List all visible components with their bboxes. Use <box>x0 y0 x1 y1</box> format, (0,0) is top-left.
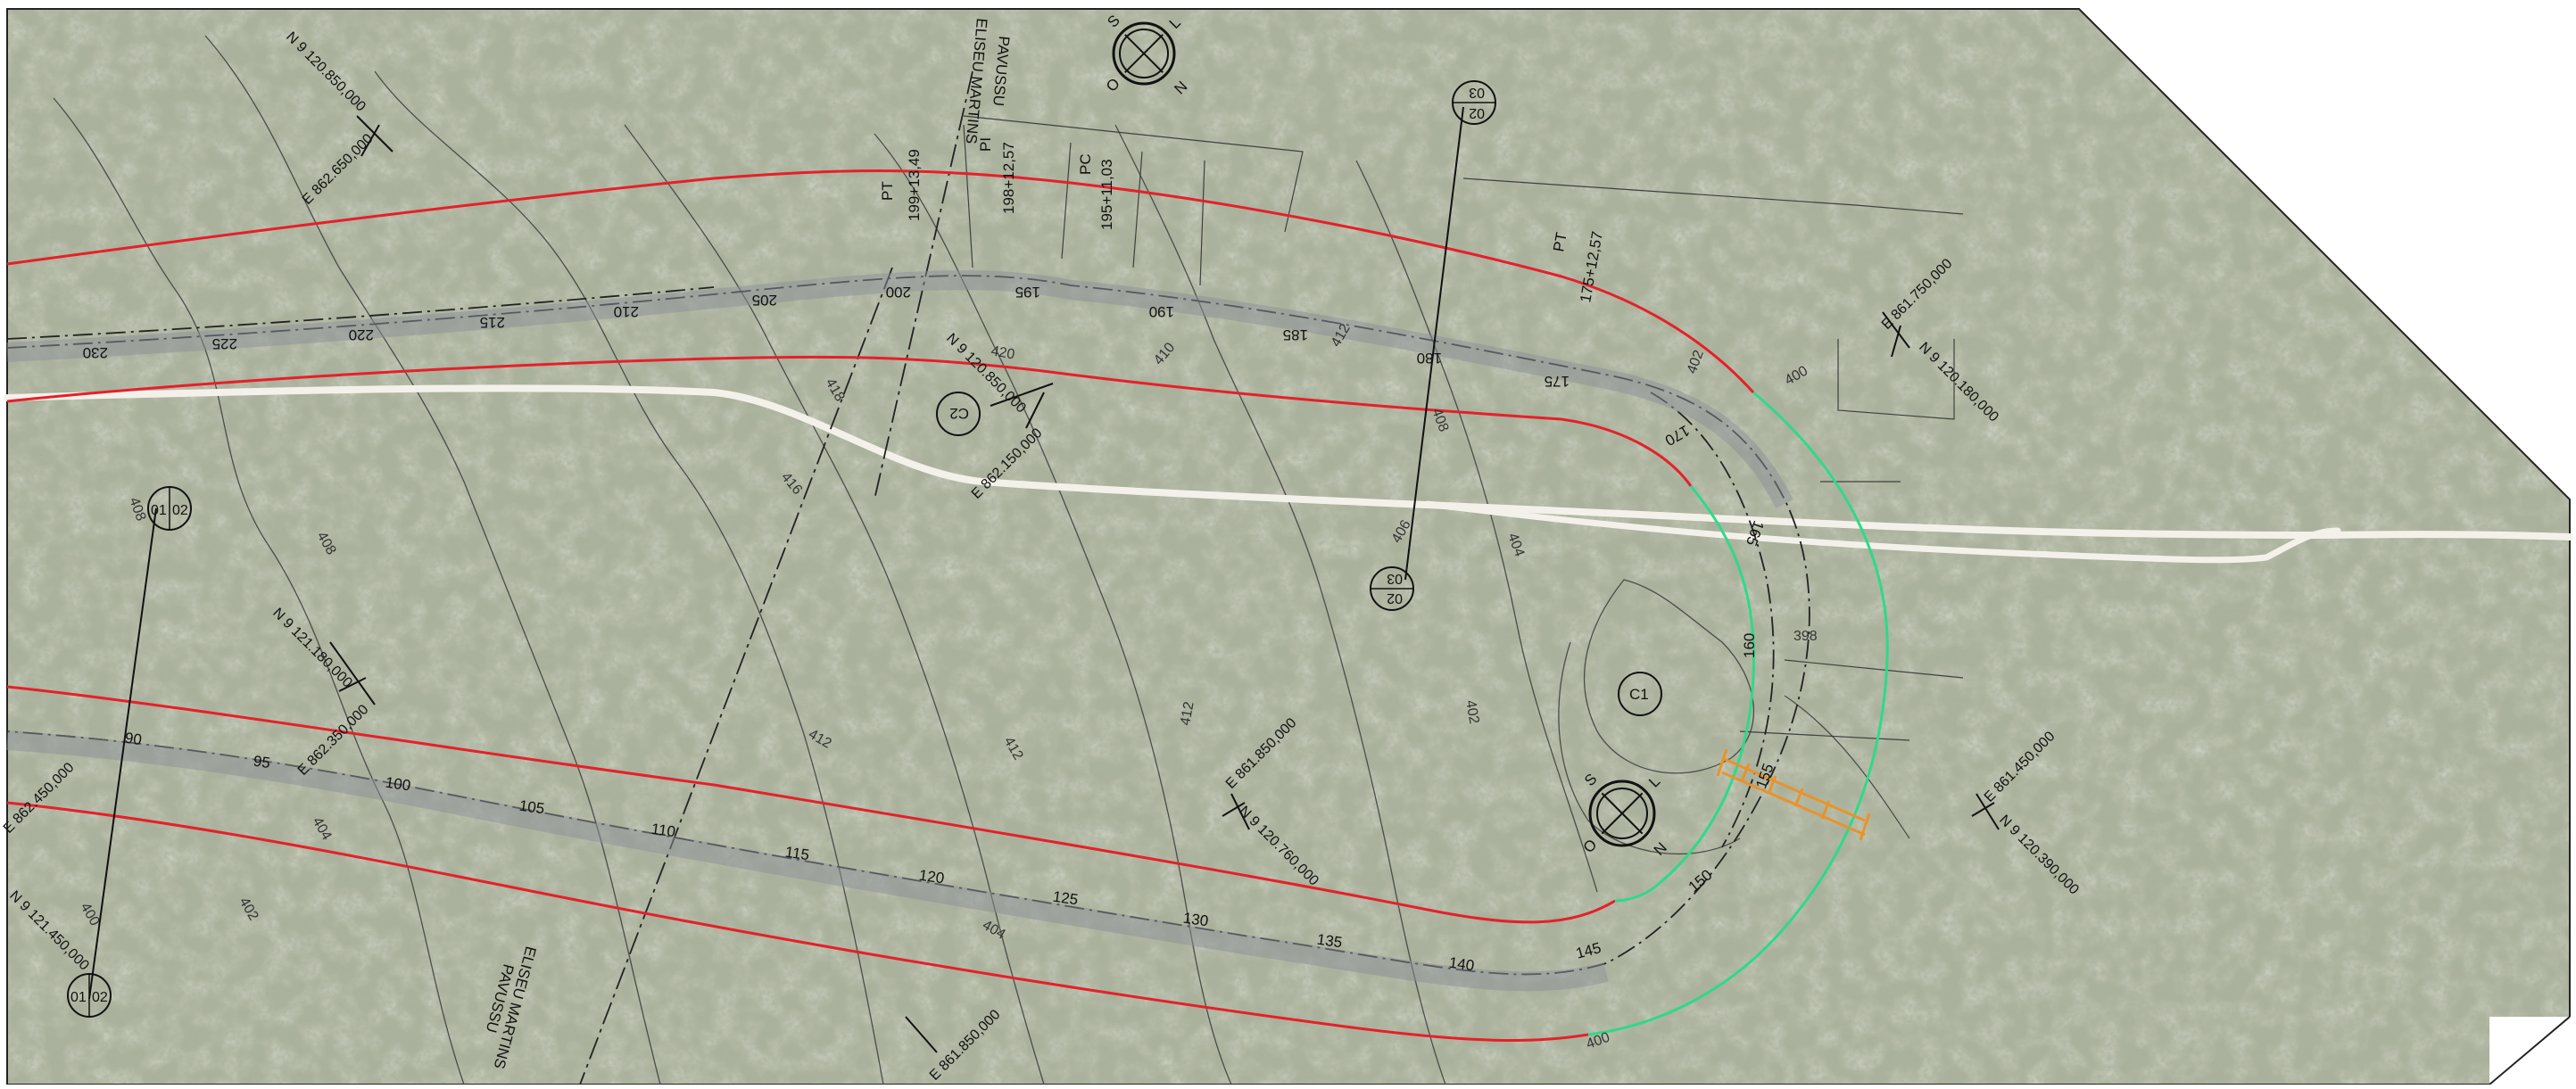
pm-d1: 01 <box>70 990 87 1005</box>
cross-section-marker <box>1716 748 1871 841</box>
sta-200: 200 <box>886 284 911 301</box>
sta-180: 180 <box>1417 350 1442 367</box>
pm-b1: 02 <box>1469 105 1485 120</box>
sta-140: 140 <box>1448 954 1476 975</box>
section-c2: C2 <box>949 405 969 422</box>
pm-a1: 01 <box>151 503 167 518</box>
sta-230: 230 <box>83 344 108 361</box>
offset-lines-red <box>6 169 1755 1043</box>
sta-175: 175 <box>1545 373 1570 390</box>
cp-pc-sta: 195+11,03 <box>1098 159 1115 230</box>
grid-ticks <box>88 106 2000 1053</box>
sta-100: 100 <box>385 774 412 795</box>
sta-160: 160 <box>1741 633 1758 658</box>
existing-road <box>4 384 2573 564</box>
road-platform <box>6 270 1793 992</box>
curve-boundary-green <box>1587 391 1889 1036</box>
sta-105: 105 <box>518 797 546 818</box>
sta-115: 115 <box>784 844 810 864</box>
curve-point-labels: PT 199+13,49 PI 198+12,57 PC 195+11,03 P… <box>879 137 1606 304</box>
sta-120: 120 <box>918 867 946 887</box>
cp-pc-type: PC <box>1077 153 1094 175</box>
sta-190: 190 <box>1149 303 1174 320</box>
sta-95: 95 <box>253 753 271 771</box>
section-markers: C2 C1 <box>936 392 1662 716</box>
pm-c1: 02 <box>1387 590 1403 606</box>
sta-210: 210 <box>614 303 639 320</box>
cp-pt1-sta: 199+13,49 <box>906 149 923 221</box>
sta-205: 205 <box>752 292 777 309</box>
cp-pt2-type: PT <box>1550 231 1570 253</box>
sta-110: 110 <box>650 821 676 841</box>
pm-d2: 02 <box>92 990 108 1005</box>
sta-125: 125 <box>1052 888 1080 909</box>
sta-135: 135 <box>1316 931 1344 952</box>
sta-215: 215 <box>480 314 505 331</box>
cp-pi-type: PI <box>977 137 994 152</box>
elev-412c: 412 <box>1178 700 1197 726</box>
section-c1: C1 <box>1629 686 1649 703</box>
elev-398: 398 <box>1793 629 1818 644</box>
sta-195: 195 <box>1015 284 1040 301</box>
sta-225: 225 <box>212 335 237 352</box>
cp-pi-sta: 198+12,57 <box>1000 142 1017 214</box>
pm-a2: 02 <box>172 503 188 518</box>
pm-c2: 03 <box>1387 571 1403 586</box>
sta-220: 220 <box>349 326 374 343</box>
stationing-bottom: 90 95 100 105 110 115 120 125 130 135 14… <box>124 730 1476 975</box>
elev-420: 420 <box>990 343 1015 362</box>
cp-pt1-type: PT <box>879 181 896 201</box>
sta-130: 130 <box>1182 910 1210 930</box>
corner-edge <box>2489 1016 2571 1085</box>
profile-markers: 01 02 02 03 02 03 01 02 <box>67 80 1496 1018</box>
pm-b2: 03 <box>1469 85 1485 100</box>
sta-185: 185 <box>1283 326 1308 343</box>
sta-90: 90 <box>124 730 143 748</box>
elev-402b: 402 <box>1462 699 1481 725</box>
